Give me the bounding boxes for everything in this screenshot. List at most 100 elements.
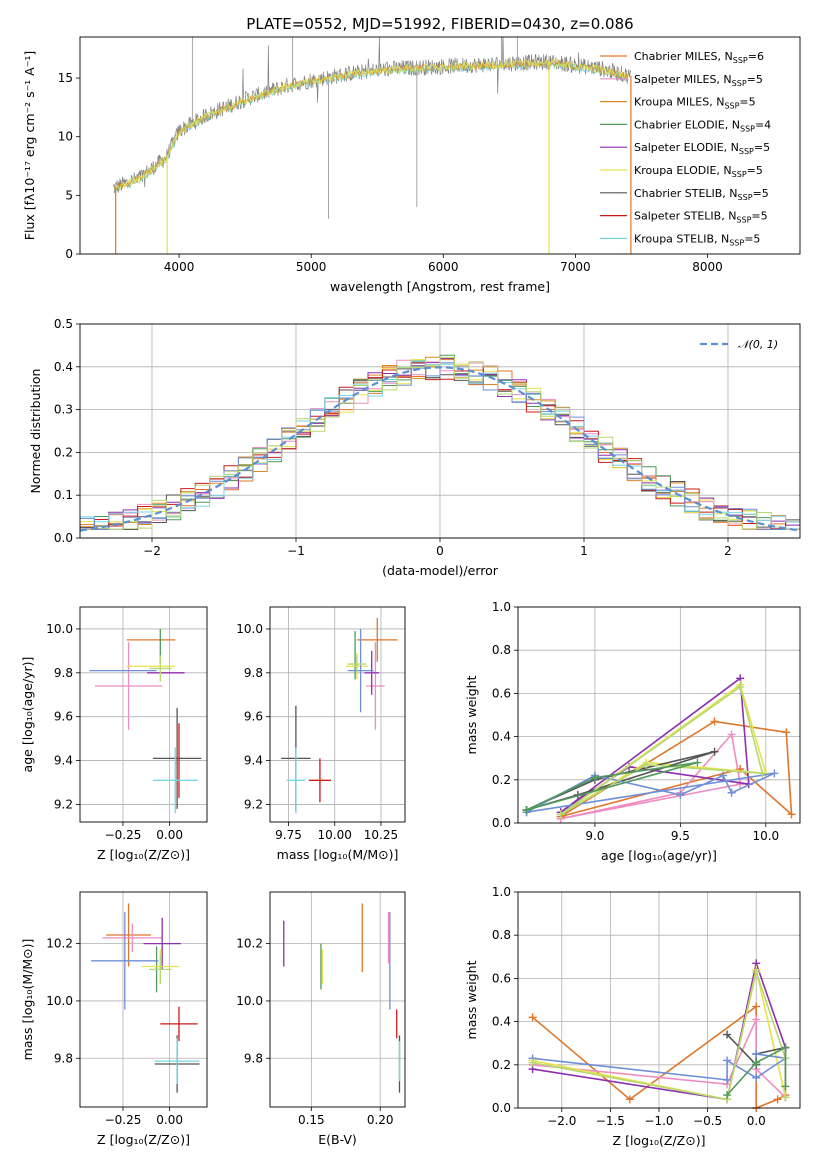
- x-axis-label: (data-model)/error: [382, 563, 499, 578]
- weight-marker: [781, 1093, 790, 1102]
- mass-vs-metallicity-panel: −0.25 0.00 9.8 10.0 10.2 Z [log₁₀(Z/Z⊙)] mass …: [20, 891, 208, 1147]
- x-tick-label: −0.25: [105, 828, 142, 842]
- legend-label: Salpeter STELIB, NSSP=5: [634, 210, 768, 225]
- weight-series-line: [560, 720, 793, 818]
- legend-label: 𝒩(0, 1): [738, 338, 778, 351]
- y-tick-label: 0.1: [54, 488, 73, 502]
- axes-frame: [269, 891, 406, 1108]
- x-tick-label: 10.25: [364, 828, 398, 842]
- weight-series-line: [526, 761, 698, 811]
- y-tick-label: 9.2: [244, 797, 263, 811]
- x-tick-label: −1: [287, 544, 305, 558]
- y-axis-label: mass weight: [464, 675, 479, 754]
- weight-marker: [752, 1015, 761, 1024]
- x-tick-label: 4000: [164, 260, 195, 274]
- axes-frame: [517, 606, 801, 824]
- x-tick-label: −1.0: [644, 1114, 673, 1128]
- x-tick-label: 5000: [296, 260, 327, 274]
- y-tick-label: 0.5: [54, 317, 73, 331]
- y-tick-label: 0.3: [54, 403, 73, 417]
- x-tick-label: 10.00: [318, 828, 352, 842]
- y-tick-label: 10.2: [46, 937, 73, 951]
- y-tick-label: 9.2: [54, 797, 73, 811]
- y-tick-label: 0.2: [54, 445, 73, 459]
- age-vs-mass-panel: 9.75 10.00 10.25 9.2 9.4 9.6 9.8 10.0 mass [log₁…: [236, 606, 406, 862]
- weight-marker: [752, 1002, 761, 1011]
- weight-marker: [758, 769, 767, 778]
- axes-frame: [517, 891, 801, 1109]
- figure-title: PLATE=0552, MJD=51992, FIBERID=0430, z=0…: [246, 15, 633, 33]
- y-axis-label: Flux [fλ10⁻¹⁷ erg cm⁻² s⁻¹ A⁻¹]: [22, 51, 37, 240]
- y-tick-label: 5: [65, 188, 73, 202]
- y-tick-label: 9.4: [54, 754, 73, 768]
- y-tick-label: 10.2: [236, 937, 263, 951]
- observed-spectrum: [112, 37, 632, 194]
- y-tick-label: 15: [58, 71, 73, 85]
- weight-marker: [723, 1091, 732, 1100]
- x-tick-label: 2: [724, 544, 732, 558]
- weight-marker: [556, 810, 565, 819]
- weight-marker: [642, 760, 651, 769]
- x-axis-label: Z [log₁₀(Z/Z⊙)]: [613, 1133, 706, 1148]
- mass-vs-ebv-panel: 0.15 0.20 9.8 10.0 10.2 E(B-V): [236, 891, 406, 1147]
- weight-marker: [625, 1095, 634, 1104]
- y-tick-label: 0.0: [492, 816, 511, 830]
- weight-marker: [736, 780, 745, 789]
- weight-marker: [676, 790, 685, 799]
- axes-frame: [79, 606, 208, 823]
- x-axis-label: wavelength [Angstrom, rest frame]: [330, 279, 550, 294]
- y-tick-label: 0.6: [492, 686, 511, 700]
- weight-vs-metallicity-panel: −2.0 −1.5 −1.0 −0.5 0.0 0.0 0.2 0.4 0.6 0.8 1.0 Z […: [464, 885, 801, 1148]
- y-tick-label: 0.4: [492, 730, 511, 744]
- y-tick-label: 9.8: [54, 666, 73, 680]
- weight-series-line: [532, 1053, 788, 1081]
- weight-marker: [710, 747, 719, 756]
- weight-marker: [723, 1075, 732, 1084]
- axes-frame: [79, 891, 208, 1108]
- legend-label: Chabrier STELIB, NSSP=5: [634, 187, 769, 202]
- y-tick-label: 10.0: [236, 994, 263, 1008]
- x-tick-label: 0.15: [298, 1113, 325, 1127]
- y-tick-label: 9.6: [244, 710, 263, 724]
- weight-marker: [727, 788, 736, 797]
- x-tick-label: −0.25: [105, 1113, 142, 1127]
- y-tick-label: 10.0: [46, 622, 73, 636]
- weight-marker: [693, 758, 702, 767]
- weight-marker: [723, 1030, 732, 1039]
- weight-marker: [723, 1056, 732, 1065]
- y-tick-label: 0.8: [492, 643, 511, 657]
- axes-frame: [79, 36, 801, 255]
- weight-marker: [528, 1058, 537, 1067]
- y-tick-label: 9.8: [54, 1051, 73, 1065]
- weight-marker: [590, 773, 599, 782]
- legend-label: Chabrier MILES, NSSP=6: [634, 50, 764, 65]
- weight-vs-age-panel: 9.0 9.5 10.0 0.0 0.2 0.4 0.6 0.8 1.0 age [log₁₀(a…: [464, 600, 801, 863]
- x-axis-label: E(B-V): [318, 1132, 357, 1147]
- weight-marker: [752, 1073, 761, 1082]
- y-tick-label: 10: [58, 130, 73, 144]
- x-axis-label: Z [log₁₀(Z/Z⊙)]: [97, 847, 190, 862]
- normal-reference-curve: [79, 366, 801, 532]
- weight-marker: [752, 1058, 761, 1067]
- x-tick-label: 6000: [428, 260, 459, 274]
- x-tick-label: −1.5: [596, 1114, 625, 1128]
- y-tick-label: 0.4: [54, 360, 73, 374]
- y-tick-label: 0.2: [492, 773, 511, 787]
- age-vs-metallicity-panel: −0.25 0.00 9.2 9.4 9.6 9.8 10.0 Z [log₁₀(Z/Z⊙)]…: [20, 606, 208, 862]
- x-tick-label: 0.00: [156, 828, 183, 842]
- y-tick-label: 10.0: [46, 994, 73, 1008]
- y-tick-label: 9.6: [54, 710, 73, 724]
- x-tick-label: −2.0: [547, 1114, 576, 1128]
- legend-label: Salpeter ELODIE, NSSP=5: [634, 141, 770, 156]
- y-tick-label: 0.4: [492, 1015, 511, 1029]
- y-axis-label: Normed distribution: [28, 369, 43, 494]
- axes-frame: [269, 606, 406, 823]
- y-tick-label: 0.6: [492, 971, 511, 985]
- x-tick-label: 8000: [692, 260, 723, 274]
- legend-label: Chabrier ELODIE, NSSP=4: [634, 118, 771, 133]
- x-tick-label: 0.0: [747, 1114, 766, 1128]
- weight-marker: [781, 1082, 790, 1091]
- weight-marker: [787, 810, 796, 819]
- legend-label: Kroupa ELODIE, NSSP=5: [634, 164, 763, 179]
